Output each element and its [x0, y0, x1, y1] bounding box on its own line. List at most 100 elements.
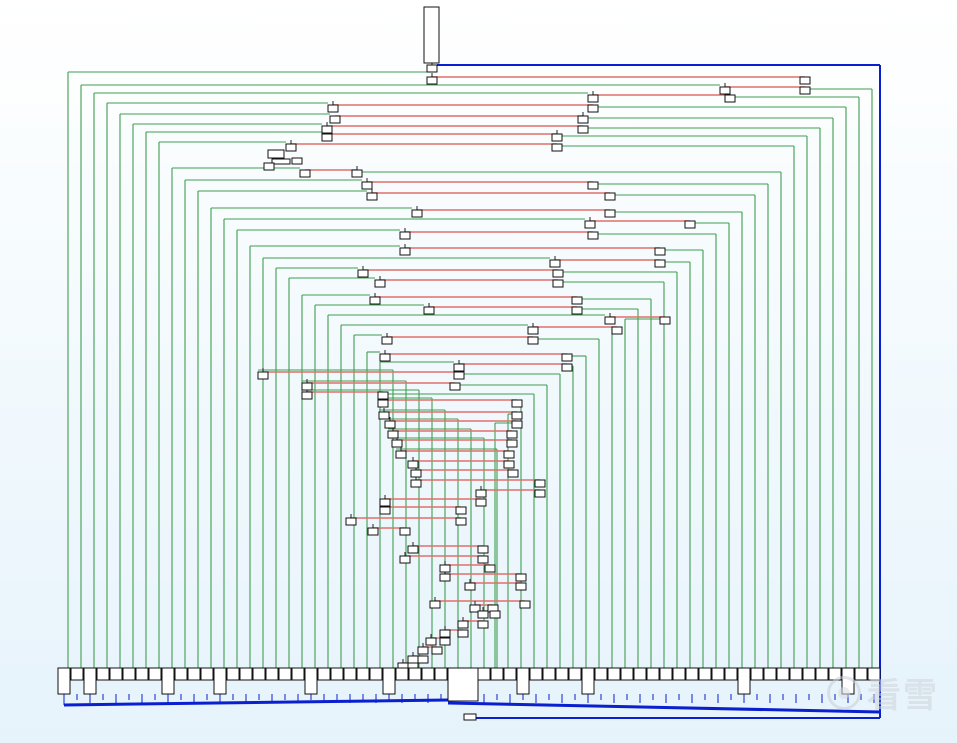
dispatch-block-105[interactable] — [425, 637, 437, 646]
dispatch-block-5[interactable] — [587, 94, 599, 103]
case-block-24[interactable] — [356, 667, 370, 681]
dispatch-block-76[interactable] — [534, 489, 546, 498]
dispatch-block-16[interactable] — [551, 143, 563, 152]
case-block-8[interactable] — [148, 667, 162, 681]
dispatch-block-21[interactable] — [366, 192, 378, 201]
case-block-30[interactable] — [434, 667, 448, 681]
case-block-32[interactable] — [490, 667, 504, 681]
dispatch-block-18[interactable] — [299, 169, 311, 178]
dispatch-block-73[interactable] — [410, 479, 422, 488]
case-block-10[interactable] — [174, 667, 188, 681]
dispatcher-block[interactable] — [426, 64, 438, 73]
cluster-block-4[interactable] — [263, 162, 275, 171]
case-block-49[interactable] — [711, 667, 725, 681]
case-block-42[interactable] — [620, 667, 634, 681]
case-block-7[interactable] — [135, 667, 149, 681]
dispatch-block-72[interactable] — [507, 469, 519, 478]
dispatch-block-49[interactable] — [453, 363, 465, 372]
dispatch-block-102[interactable] — [477, 620, 489, 629]
dispatch-block-93[interactable] — [464, 582, 476, 591]
dispatch-block-52[interactable] — [453, 371, 465, 380]
case-block-52[interactable] — [750, 667, 764, 681]
case-block-25[interactable] — [369, 667, 383, 681]
dispatch-block-12[interactable] — [577, 125, 589, 134]
dispatch-block-91[interactable] — [439, 573, 451, 582]
dispatch-block-110[interactable] — [417, 655, 429, 664]
dispatch-block-106[interactable] — [439, 637, 451, 646]
dispatch-block-86[interactable] — [477, 545, 489, 554]
case-block-45[interactable] — [659, 667, 673, 681]
dispatch-block-96[interactable] — [519, 600, 531, 609]
dispatch-block-17[interactable] — [351, 169, 363, 178]
dispatch-block-60[interactable] — [511, 411, 523, 420]
case-block-35[interactable] — [529, 667, 543, 681]
dispatch-block-62[interactable] — [511, 420, 523, 429]
dispatch-block-28[interactable] — [587, 231, 599, 240]
dispatch-block-30[interactable] — [654, 247, 666, 256]
case-block-3[interactable] — [83, 667, 97, 695]
dispatch-block-88[interactable] — [477, 555, 489, 564]
case-block-61[interactable] — [867, 667, 881, 681]
dispatch-block-79[interactable] — [379, 506, 391, 515]
dispatch-block-77[interactable] — [379, 498, 391, 507]
dispatch-block-64[interactable] — [506, 430, 518, 439]
dispatch-block-44[interactable] — [611, 326, 623, 335]
dispatch-block-68[interactable] — [503, 450, 515, 459]
dispatch-block-75[interactable] — [475, 489, 487, 498]
dispatch-block-81[interactable] — [345, 517, 357, 526]
case-block-48[interactable] — [698, 667, 712, 681]
dispatch-block-31[interactable] — [549, 259, 561, 268]
case-block-39[interactable] — [581, 667, 595, 695]
case-block-12[interactable] — [200, 667, 214, 681]
dispatch-block-22[interactable] — [604, 192, 616, 201]
dispatch-block-15[interactable] — [285, 143, 297, 152]
dispatch-block-101[interactable] — [457, 620, 469, 629]
case-block-38[interactable] — [568, 667, 582, 681]
dispatch-block-61[interactable] — [384, 420, 396, 429]
case-block-57[interactable] — [815, 667, 829, 681]
case-block-31[interactable] — [477, 667, 491, 681]
dispatch-block-24[interactable] — [604, 209, 616, 218]
dispatch-block-51[interactable] — [257, 371, 269, 380]
merge-block[interactable] — [447, 667, 479, 702]
dispatch-block-89[interactable] — [439, 564, 451, 573]
case-block-6[interactable] — [122, 667, 136, 681]
dispatch-block-95[interactable] — [429, 600, 441, 609]
dispatch-block-63[interactable] — [387, 430, 399, 439]
dispatch-block-38[interactable] — [571, 296, 583, 305]
dispatch-block-103[interactable] — [439, 629, 451, 638]
dispatch-block-45[interactable] — [381, 336, 393, 345]
dispatch-block-69[interactable] — [407, 460, 419, 469]
dispatch-block-3[interactable] — [719, 86, 731, 95]
dispatch-block-56[interactable] — [377, 391, 389, 400]
dispatch-block-47[interactable] — [379, 353, 391, 362]
dispatch-block-104[interactable] — [457, 629, 469, 638]
case-block-16[interactable] — [252, 667, 266, 681]
dispatch-block-65[interactable] — [391, 439, 403, 448]
case-block-22[interactable] — [330, 667, 344, 681]
case-block-18[interactable] — [278, 667, 292, 681]
case-block-29[interactable] — [421, 667, 435, 681]
dispatch-block-46[interactable] — [527, 336, 539, 345]
case-block-21[interactable] — [317, 667, 331, 681]
dispatch-block-32[interactable] — [654, 259, 666, 268]
case-block-13[interactable] — [213, 667, 227, 695]
case-block-54[interactable] — [776, 667, 790, 681]
cluster-block-3[interactable] — [291, 157, 303, 165]
case-block-60[interactable] — [854, 667, 868, 681]
dispatch-block-84[interactable] — [399, 527, 411, 536]
case-block-1[interactable] — [57, 667, 71, 695]
dispatch-block-55[interactable] — [301, 391, 313, 400]
case-block-43[interactable] — [633, 667, 647, 681]
dispatch-block-39[interactable] — [423, 306, 435, 315]
case-block-40[interactable] — [594, 667, 608, 681]
dispatch-block-25[interactable] — [584, 220, 596, 229]
dispatch-block-35[interactable] — [374, 279, 386, 288]
case-block-27[interactable] — [395, 667, 409, 681]
dispatch-block-108[interactable] — [431, 646, 443, 655]
dispatch-block-48[interactable] — [561, 353, 573, 362]
case-block-56[interactable] — [802, 667, 816, 681]
dispatch-block-41[interactable] — [604, 316, 616, 325]
dispatch-block-66[interactable] — [506, 439, 518, 448]
